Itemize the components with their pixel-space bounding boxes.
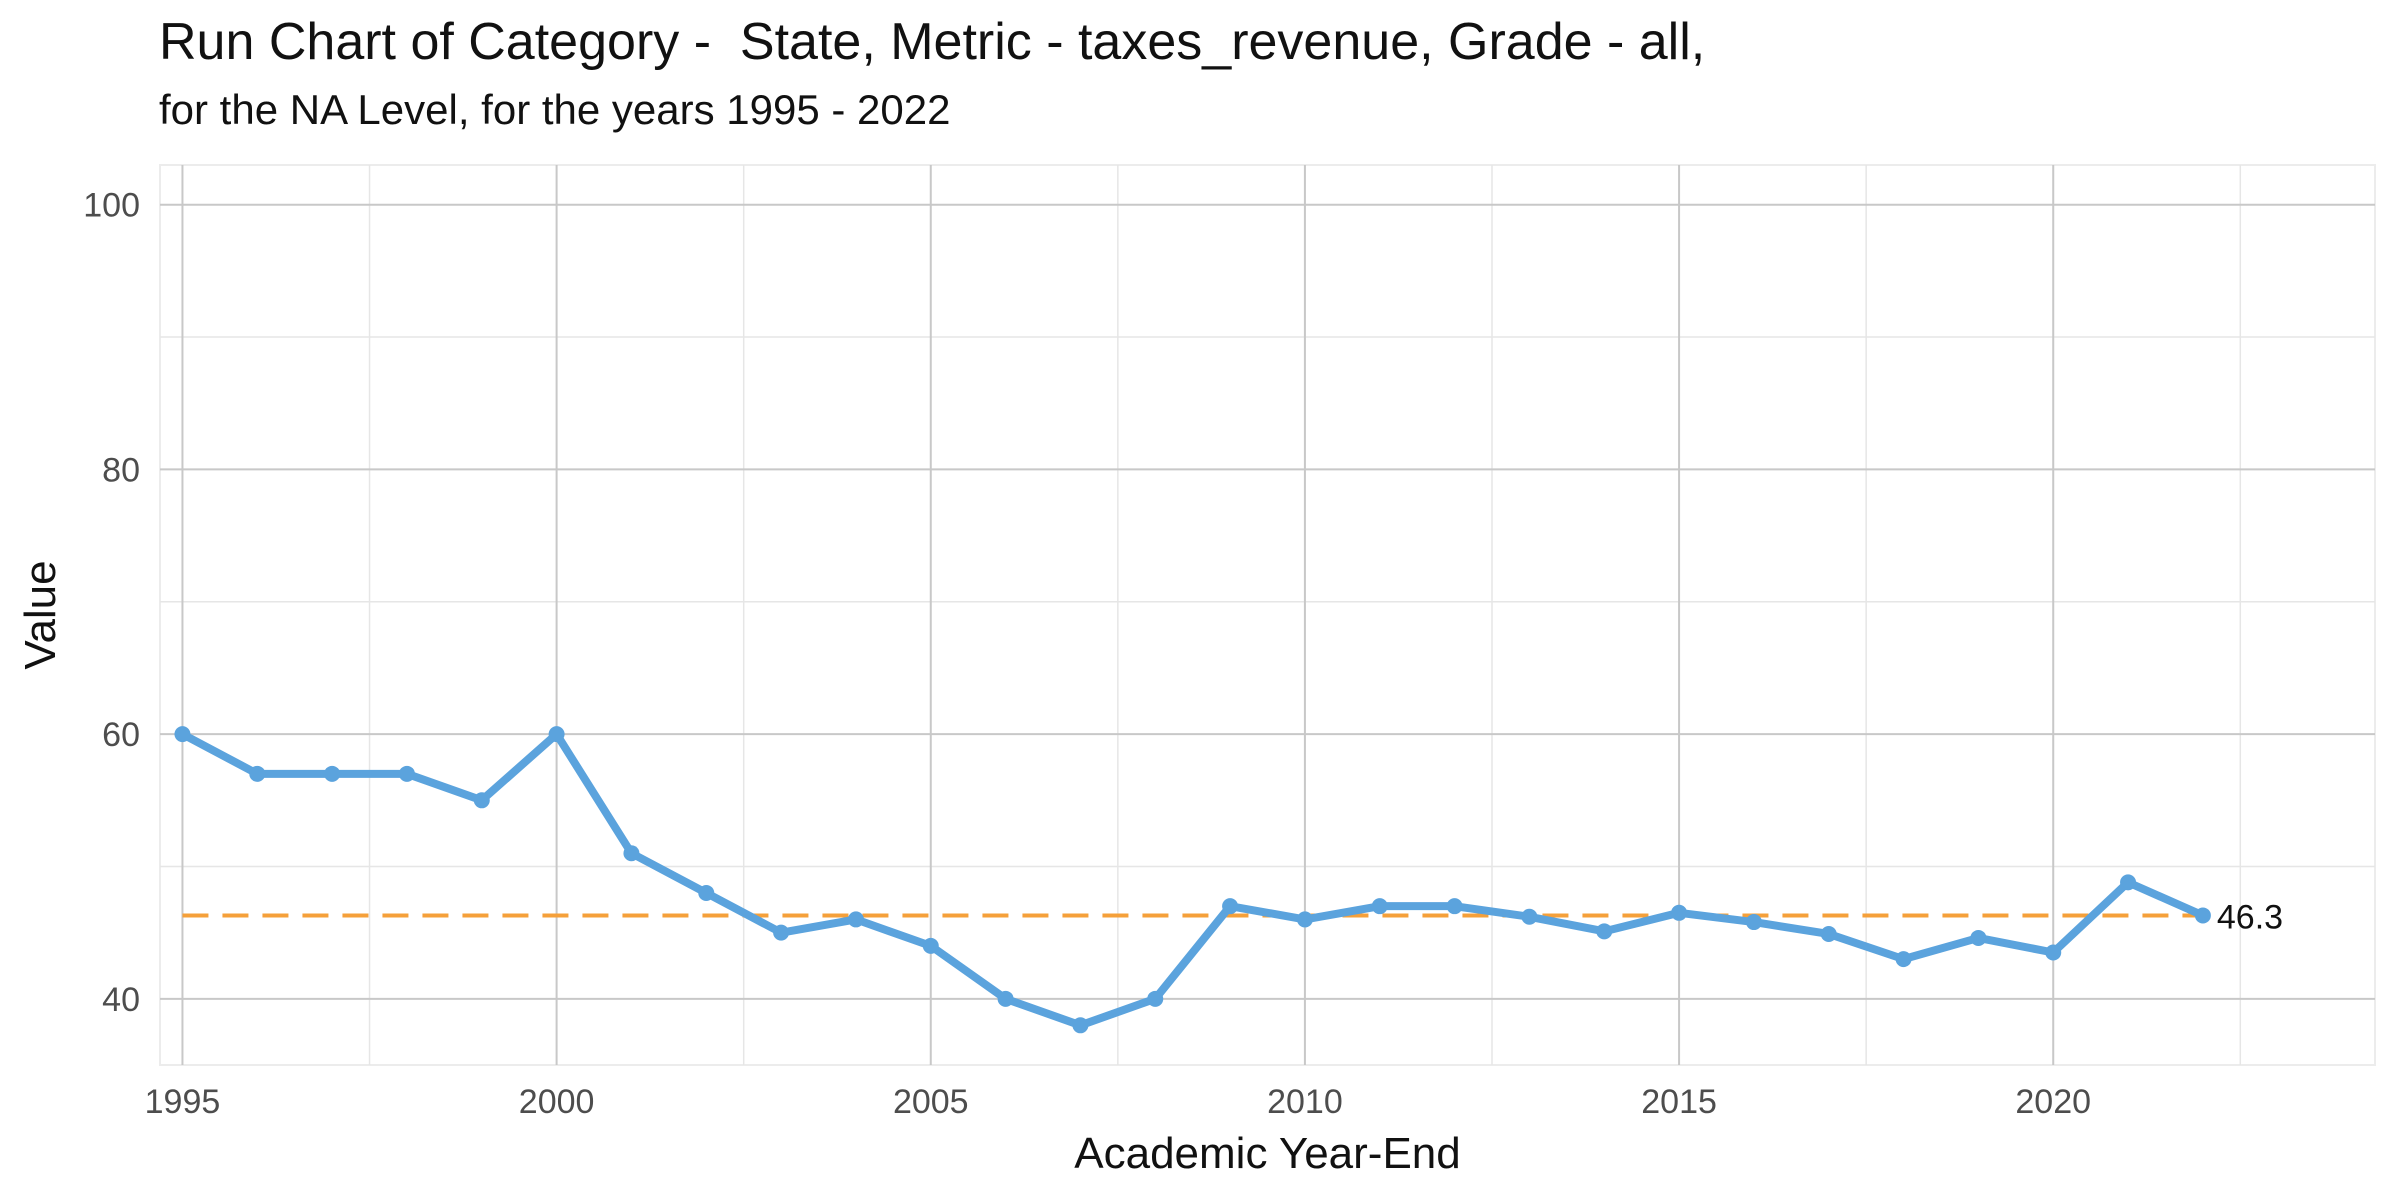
data-point <box>922 937 939 954</box>
data-point <box>1820 925 1837 942</box>
data-point <box>1446 898 1463 915</box>
x-tick-label: 2015 <box>1641 1083 1717 1121</box>
x-tick-label: 2020 <box>2015 1083 2091 1121</box>
x-tick-label: 2000 <box>519 1083 595 1121</box>
data-point <box>1745 914 1762 931</box>
data-point <box>1371 898 1388 915</box>
data-point <box>2120 874 2137 891</box>
grid <box>159 164 2376 1066</box>
data-point <box>1521 908 1538 925</box>
y-axis-ticks: 40 60 80 100 <box>83 187 140 1019</box>
y-tick-label: 80 <box>102 451 140 489</box>
data-point <box>174 726 191 743</box>
data-point <box>847 911 864 928</box>
x-axis-title: Academic Year-End <box>1074 1129 1460 1178</box>
data-point <box>1895 951 1912 968</box>
reference-line-group: 46.3 <box>182 898 2283 936</box>
data-point <box>548 726 565 743</box>
x-tick-label: 1995 <box>145 1083 221 1121</box>
y-tick-label: 100 <box>83 187 140 225</box>
data-point <box>2045 944 2062 961</box>
data-point <box>773 924 790 941</box>
x-tick-label: 2010 <box>1267 1083 1343 1121</box>
data-point <box>398 765 415 782</box>
data-point <box>698 884 715 901</box>
y-tick-label: 60 <box>102 716 140 754</box>
data-point <box>1596 923 1613 940</box>
x-axis-ticks: 1995 2000 2005 2010 2015 2020 <box>145 1083 2091 1121</box>
data-point <box>473 792 490 809</box>
data-point <box>997 990 1014 1007</box>
data-point <box>1222 898 1239 915</box>
data-point <box>1072 1017 1089 1034</box>
data-point <box>1970 929 1987 946</box>
x-tick-label: 2005 <box>893 1083 969 1121</box>
series-group <box>174 726 2211 1034</box>
y-axis-title: Value <box>16 560 65 669</box>
chart-subtitle: for the NA Level, for the years 1995 - 2… <box>159 86 951 133</box>
data-point <box>623 845 640 862</box>
mean-value-label: 46.3 <box>2217 898 2283 936</box>
data-point <box>2194 907 2211 924</box>
series-line <box>178 730 2207 1030</box>
data-point <box>1296 911 1313 928</box>
data-point <box>1147 990 1164 1007</box>
y-tick-label: 40 <box>102 981 140 1019</box>
data-point <box>249 765 266 782</box>
plot-panel <box>159 164 2376 1066</box>
data-point <box>1671 904 1688 921</box>
chart-title: Run Chart of Category - State, Metric - … <box>159 13 1706 71</box>
data-point <box>324 765 341 782</box>
